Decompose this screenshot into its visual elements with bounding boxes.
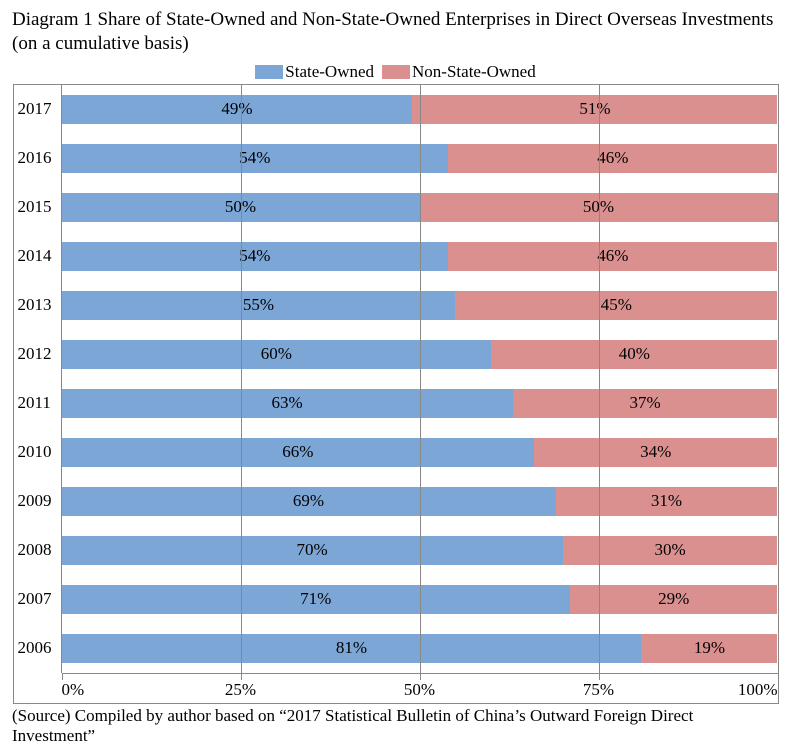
y-axis-label: 2014 [14, 232, 61, 281]
bar-row: 49%51% [62, 85, 778, 134]
bar-segment-non-state-owned: 46% [448, 144, 777, 173]
bar-segment-non-state-owned: 45% [455, 291, 777, 320]
bar-segment-state-owned: 71% [62, 585, 570, 614]
bar-segment-state-owned: 81% [62, 634, 642, 663]
bar-segment-state-owned: 70% [62, 536, 563, 565]
y-axis: 2017201620152014201320122011201020092008… [14, 85, 62, 673]
x-axis-label: 100% [738, 680, 778, 700]
bar-segment-state-owned: 50% [62, 193, 420, 222]
bar-row: 71%29% [62, 575, 778, 624]
bar-segment-state-owned: 60% [62, 340, 492, 369]
y-axis-label: 2015 [14, 183, 61, 232]
y-axis-label: 2006 [14, 624, 61, 673]
bar-segment-state-owned: 55% [62, 291, 456, 320]
bars-area: 49%51%54%46%50%50%54%46%55%45%60%40%63%3… [62, 85, 778, 673]
x-axis-label: 50% [404, 680, 435, 700]
x-axis-label: 0% [62, 680, 85, 700]
bar-row: 60%40% [62, 330, 778, 379]
y-axis-label: 2017 [14, 85, 61, 134]
y-axis-label: 2007 [14, 575, 61, 624]
bar-segment-non-state-owned: 19% [641, 634, 777, 663]
bar-segment-state-owned: 49% [62, 95, 413, 124]
legend-swatch-state-owned [255, 65, 283, 79]
legend-swatch-non-state-owned [382, 65, 410, 79]
bar-segment-non-state-owned: 46% [448, 242, 777, 271]
y-axis-label: 2008 [14, 526, 61, 575]
y-axis-label: 2013 [14, 281, 61, 330]
bar-row: 69%31% [62, 477, 778, 526]
y-axis-label: 2011 [14, 379, 61, 428]
bar-segment-non-state-owned: 31% [556, 487, 778, 516]
source-note: (Source) Compiled by author based on “20… [12, 706, 779, 746]
y-axis-label: 2010 [14, 428, 61, 477]
bar-segment-state-owned: 63% [62, 389, 513, 418]
chart-area: 2017201620152014201320122011201020092008… [13, 84, 779, 704]
bar-row: 55%45% [62, 281, 778, 330]
y-axis-label: 2016 [14, 134, 61, 183]
bar-row: 54%46% [62, 232, 778, 281]
bar-row: 66%34% [62, 428, 778, 477]
bar-segment-non-state-owned: 34% [534, 438, 777, 467]
bar-row: 81%19% [62, 624, 778, 673]
bar-row: 50%50% [62, 183, 778, 232]
bar-row: 54%46% [62, 134, 778, 183]
bar-segment-non-state-owned: 40% [491, 340, 777, 369]
bar-segment-state-owned: 54% [62, 242, 449, 271]
bar-segment-non-state-owned: 51% [412, 95, 777, 124]
legend-item-non-state-owned: Non-State-Owned [382, 62, 536, 82]
y-axis-label: 2012 [14, 330, 61, 379]
y-axis-label: 2009 [14, 477, 61, 526]
bar-segment-state-owned: 54% [62, 144, 449, 173]
legend: State-Owned Non-State-Owned [12, 62, 779, 82]
bar-segment-non-state-owned: 37% [513, 389, 778, 418]
bar-segment-non-state-owned: 30% [563, 536, 778, 565]
legend-label-state-owned: State-Owned [285, 62, 374, 82]
x-axis-label: 25% [225, 680, 256, 700]
bar-segment-state-owned: 69% [62, 487, 556, 516]
legend-label-non-state-owned: Non-State-Owned [412, 62, 536, 82]
bar-segment-non-state-owned: 29% [570, 585, 778, 614]
x-axis: 0% 25% 50% 75% 100% [62, 673, 778, 703]
bar-segment-non-state-owned: 50% [420, 193, 778, 222]
plot-area: 2017201620152014201320122011201020092008… [14, 85, 778, 673]
bar-segment-state-owned: 66% [62, 438, 535, 467]
bar-row: 63%37% [62, 379, 778, 428]
legend-item-state-owned: State-Owned [255, 62, 374, 82]
chart-title: Diagram 1 Share of State-Owned and Non-S… [12, 8, 779, 56]
bar-row: 70%30% [62, 526, 778, 575]
x-tick [778, 674, 779, 680]
x-axis-label: 75% [583, 680, 614, 700]
